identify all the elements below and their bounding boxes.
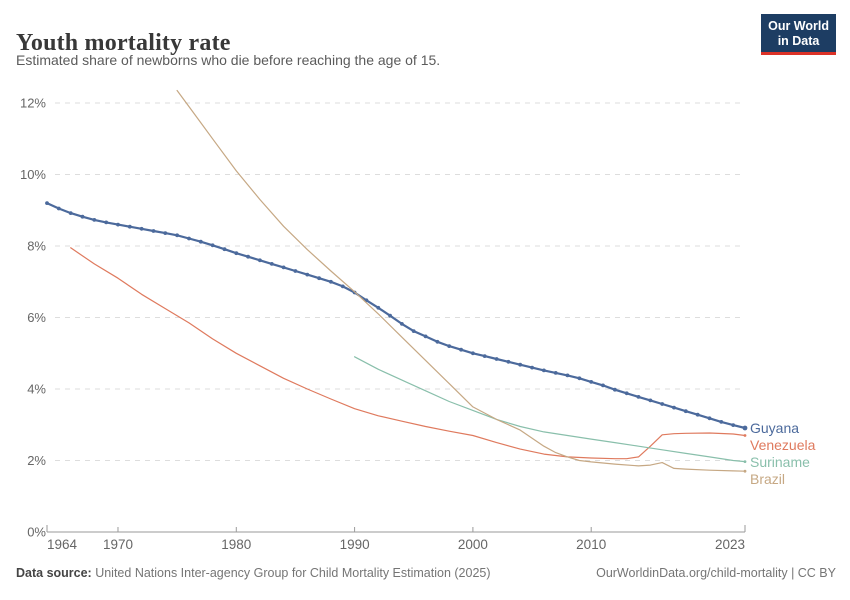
series-marker-guyana <box>388 313 392 318</box>
x-axis-label-1964: 1964 <box>47 537 78 552</box>
series-marker-guyana <box>175 233 180 238</box>
series-marker-guyana <box>482 354 487 358</box>
series-marker-guyana <box>672 405 676 410</box>
series-marker-guyana <box>683 409 688 414</box>
x-axis-label-1980: 1980 <box>221 537 251 552</box>
series-line-venezuela[interactable] <box>70 247 746 460</box>
series-marker-guyana <box>601 383 605 388</box>
series-marker-guyana <box>139 226 144 231</box>
series-marker-guyana <box>530 365 534 370</box>
series-marker-guyana <box>187 236 191 241</box>
series-marker-guyana <box>45 201 49 206</box>
series-marker-guyana <box>447 344 452 348</box>
series-endpoint-brazil <box>743 469 747 473</box>
series-marker-guyana <box>317 276 321 281</box>
series-marker-guyana <box>423 334 428 339</box>
y-axis-label-10%: 10% <box>20 167 46 182</box>
series-marker-guyana <box>198 239 203 244</box>
series-endpoint-guyana <box>742 425 748 431</box>
data-source-note: Data source: United Nations Inter-agency… <box>16 566 491 580</box>
series-marker-guyana <box>542 368 546 373</box>
x-axis-label-2023: 2023 <box>715 537 745 552</box>
series-marker-guyana <box>636 395 641 399</box>
series-marker-guyana <box>151 229 156 233</box>
legend-label-guyana[interactable]: Guyana <box>750 420 799 436</box>
series-marker-guyana <box>435 339 440 344</box>
x-axis-label-2010: 2010 <box>576 537 606 552</box>
series-marker-guyana <box>506 359 511 364</box>
series-line-suriname[interactable] <box>354 356 746 463</box>
series-marker-guyana <box>613 387 617 392</box>
y-axis-label-4%: 4% <box>27 382 46 397</box>
series-marker-guyana <box>68 211 73 216</box>
series-marker-guyana <box>234 251 239 256</box>
series-marker-guyana <box>695 412 700 417</box>
series-marker-guyana <box>494 357 499 361</box>
series-endpoint-venezuela <box>743 434 747 437</box>
series-marker-guyana <box>565 373 570 378</box>
series-marker-guyana <box>56 206 61 211</box>
y-axis-label-6%: 6% <box>27 310 46 325</box>
series-marker-guyana <box>648 398 653 403</box>
series-marker-guyana <box>116 222 120 227</box>
page-title: Youth mortality rate <box>16 30 231 57</box>
series-marker-guyana <box>127 224 132 229</box>
series-marker-guyana <box>518 362 523 367</box>
series-marker-guyana <box>329 279 333 284</box>
series-marker-guyana <box>104 220 109 225</box>
series-marker-guyana <box>92 218 97 222</box>
series-marker-guyana <box>624 391 629 396</box>
series-marker-guyana <box>660 402 665 406</box>
series-marker-guyana <box>210 243 215 248</box>
series-marker-guyana <box>340 284 345 289</box>
y-axis-label-2%: 2% <box>27 453 46 468</box>
series-marker-guyana <box>589 380 594 384</box>
series-marker-guyana <box>471 351 475 356</box>
owid-logo[interactable]: Our World in Data <box>761 14 836 55</box>
y-axis-label-8%: 8% <box>27 239 46 254</box>
x-axis-label-1970: 1970 <box>103 537 133 552</box>
series-marker-guyana <box>293 269 298 273</box>
series-endpoint-suriname <box>743 460 747 463</box>
chart-subtitle: Estimated share of newborns who die befo… <box>16 52 441 68</box>
x-axis-label-2000: 2000 <box>458 537 488 552</box>
legend-label-suriname[interactable]: Suriname <box>750 454 810 470</box>
series-marker-guyana <box>222 247 227 252</box>
series-marker-guyana <box>269 262 274 266</box>
y-axis-label-12%: 12% <box>20 96 46 111</box>
series-marker-guyana <box>719 420 724 424</box>
series-marker-guyana <box>246 254 251 259</box>
owid-logo-line1: Our World <box>768 19 829 33</box>
series-marker-guyana <box>411 329 416 333</box>
series-marker-guyana <box>258 258 262 263</box>
series-marker-guyana <box>163 231 168 236</box>
data-source-text: United Nations Inter-agency Group for Ch… <box>91 566 491 580</box>
series-marker-guyana <box>400 322 404 326</box>
owid-citation-link[interactable]: OurWorldinData.org/child-mortality | CC … <box>596 566 836 580</box>
x-axis-label-1990: 1990 <box>340 537 370 552</box>
legend-label-brazil[interactable]: Brazil <box>750 471 785 487</box>
series-marker-guyana <box>459 347 463 352</box>
series-line-brazil[interactable] <box>176 89 746 472</box>
series-line-guyana[interactable] <box>45 202 747 430</box>
series-marker-guyana <box>376 305 381 310</box>
series-marker-guyana <box>80 214 85 219</box>
y-axis-label-0%: 0% <box>27 525 46 540</box>
legend-label-venezuela[interactable]: Venezuela <box>750 437 816 453</box>
series-marker-guyana <box>305 272 310 277</box>
series-marker-guyana <box>281 265 286 270</box>
series-marker-guyana <box>731 423 736 427</box>
series-marker-guyana <box>553 371 558 375</box>
data-source-label: Data source: <box>16 566 92 580</box>
series-marker-guyana <box>707 416 712 421</box>
owid-logo-line2: in Data <box>777 34 820 48</box>
series-marker-guyana <box>577 376 582 381</box>
chart-footer: Data source: United Nations Inter-agency… <box>16 566 836 580</box>
